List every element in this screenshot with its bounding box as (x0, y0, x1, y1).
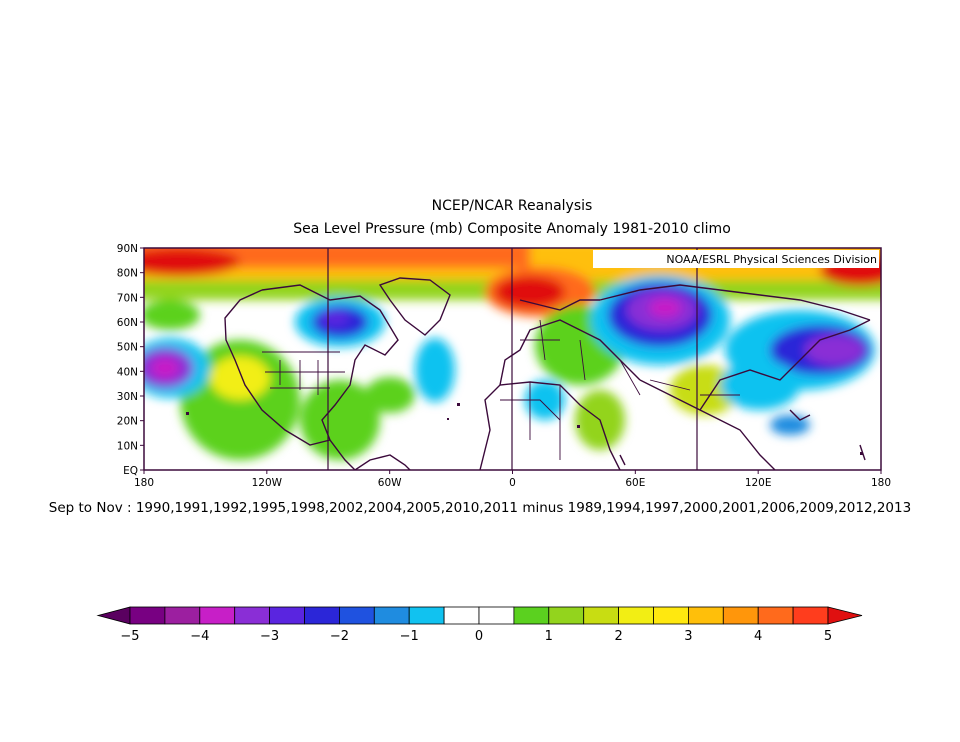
colorbar-swatch (338, 606, 375, 625)
colorbar-swatch (199, 606, 236, 625)
colorbar-swatch (443, 606, 480, 625)
colorbar-swatch (478, 606, 515, 625)
lat-tick-label: 90N (117, 243, 138, 255)
lat-tick-label: EQ (123, 465, 138, 477)
lon-tick-label: 60W (378, 477, 402, 489)
lon-tick-label: 180 (134, 477, 154, 489)
colorbar-swatch (722, 606, 759, 625)
colorbar-swatch (513, 606, 550, 625)
lon-tick-label: 180 (871, 477, 891, 489)
colorbar-swatch (757, 606, 794, 625)
colorbar-label: 0 (475, 629, 483, 644)
colorbar-swatch (792, 606, 829, 625)
colorbar-label: −3 (260, 629, 279, 644)
lon-tick-label: 0 (509, 477, 516, 489)
colorbar-swatch (408, 606, 445, 625)
lat-tick-label: 40N (117, 366, 138, 378)
title-line-1: NCEP/NCAR Reanalysis (432, 198, 593, 214)
lat-tick-label: 70N (117, 292, 138, 304)
colorbar-high-cap (827, 606, 863, 625)
longitude-axis: 180 120W 60W 0 60E 120E 180 (134, 470, 891, 489)
coastlines (224, 277, 871, 470)
lat-tick-label: 30N (117, 391, 138, 403)
colorbar-swatch (548, 606, 585, 625)
latitude-axis: 90N 80N 70N 60N 50N 40N 30N 20N 10N EQ (117, 243, 144, 477)
borders (262, 319, 740, 460)
colorbar-label: 3 (684, 629, 692, 644)
lat-tick-label: 60N (117, 317, 138, 329)
colorbar-swatch (583, 606, 620, 625)
credit-box (593, 250, 879, 268)
colorbar-swatch (688, 606, 724, 625)
meridian-lines (327, 248, 698, 470)
islands (186, 403, 863, 455)
colorbar-label: −1 (400, 629, 419, 644)
colorbar: −5 −4 −3 −2 −1 0 1 2 3 4 5 (96, 606, 863, 644)
colorbar-swatch (164, 606, 201, 625)
colorbar-swatch (653, 606, 689, 625)
credit-label: NOAA/ESRL Physical Sciences Division (666, 253, 877, 266)
colorbar-label: 5 (824, 629, 832, 644)
lon-tick-label: 120E (745, 477, 772, 489)
colorbar-low-cap (96, 606, 131, 625)
colorbar-swatch (618, 606, 654, 625)
title-line-2: Sea Level Pressure (mb) Composite Anomal… (293, 221, 731, 237)
colorbar-swatch (304, 606, 340, 625)
lon-tick-label: 120W (252, 477, 283, 489)
map-panel: NOAA/ESRL Physical Sciences Division (143, 247, 882, 471)
colorbar-swatch (234, 606, 270, 625)
lat-tick-label: 20N (117, 416, 138, 428)
colorbar-label: −5 (120, 629, 139, 644)
lat-tick-label: 10N (117, 440, 138, 452)
lat-tick-label: 50N (117, 342, 138, 354)
composite-years-label: Sep to Nov : 1990,1991,1992,1995,1998,20… (49, 500, 911, 516)
lon-tick-label: 60E (625, 477, 645, 489)
lat-tick-label: 80N (117, 268, 138, 280)
colorbar-label: −2 (330, 629, 349, 644)
colorbar-swatch (373, 606, 410, 625)
colorbar-swatch (269, 606, 305, 625)
colorbar-label: 1 (545, 629, 553, 644)
colorbar-swatch (129, 606, 166, 625)
colorbar-label: 4 (754, 629, 762, 644)
colorbar-label: 2 (614, 629, 622, 644)
colorbar-label: −4 (190, 629, 209, 644)
